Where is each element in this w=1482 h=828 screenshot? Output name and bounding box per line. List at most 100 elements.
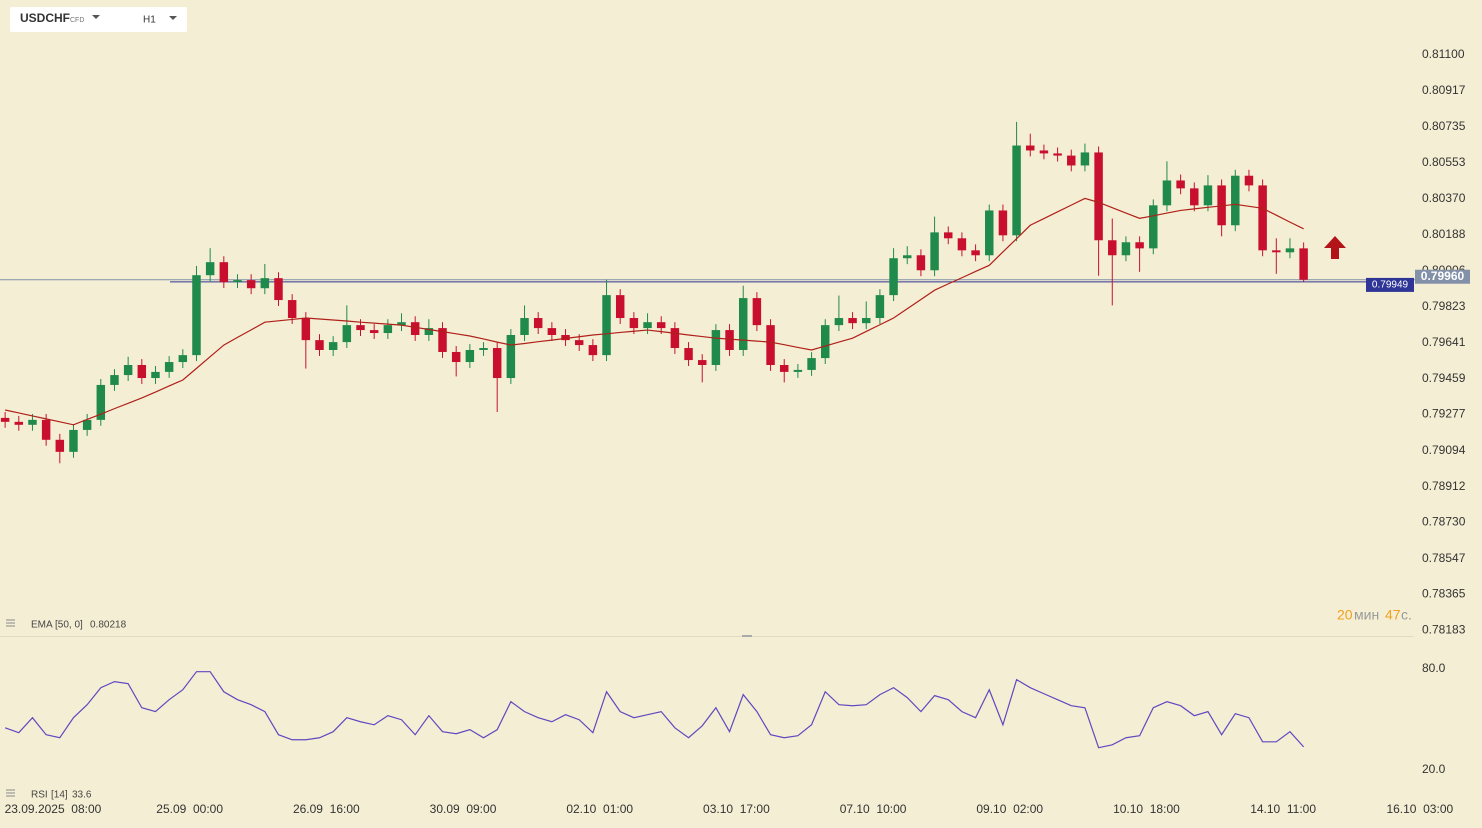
x-tick-label: 14.10 11:00 <box>1250 802 1316 816</box>
symbol: USDCHF <box>20 11 70 25</box>
candle-body <box>1272 250 1281 253</box>
candle-body <box>643 322 652 329</box>
y-tick-label: 0.79823 <box>1422 299 1466 313</box>
selector-box <box>10 7 187 32</box>
candle-body <box>615 295 625 319</box>
candle-body <box>971 250 980 256</box>
y-tick-label: 0.79277 <box>1422 407 1466 421</box>
candles <box>0 121 1308 464</box>
candle-body <box>1203 185 1213 206</box>
legend-icon <box>6 789 15 797</box>
candle-body <box>1162 180 1172 206</box>
dropdown-arrow <box>92 15 100 19</box>
candle-body <box>328 342 338 350</box>
candle-body <box>520 318 529 335</box>
candle-body <box>397 322 406 326</box>
y-tick-label: 0.80370 <box>1422 191 1466 205</box>
candle-body <box>834 318 844 326</box>
candle-body <box>356 325 365 331</box>
candle-body <box>779 365 789 372</box>
candle-body <box>957 238 967 251</box>
candle-body <box>96 384 106 420</box>
candle-body <box>629 318 639 329</box>
candle-body <box>110 375 119 385</box>
x-tick-label: 02.10 01:00 <box>566 802 633 816</box>
y-tick-label: 0.78547 <box>1422 551 1466 565</box>
candle-body <box>178 355 188 363</box>
candle-body <box>451 351 461 363</box>
candle-body <box>547 328 557 335</box>
candle-body <box>410 322 420 335</box>
candle-body <box>820 325 830 359</box>
price-label: 0.79949 <box>1372 280 1409 291</box>
candle-body <box>315 340 324 350</box>
candle-body <box>752 298 762 326</box>
candle-body <box>0 417 10 422</box>
candle-body <box>274 278 283 301</box>
candle-body <box>219 262 229 283</box>
candle-body <box>41 419 51 440</box>
candle-body <box>123 365 133 376</box>
y-tick-label: 0.79459 <box>1422 371 1466 385</box>
countdown-minutes-unit: мин <box>1354 607 1379 623</box>
x-tick-label: 10.10 18:00 <box>1113 802 1180 816</box>
y-tick-label: 0.78912 <box>1422 479 1466 493</box>
candle-body <box>1012 145 1021 236</box>
candle-body <box>1080 152 1090 166</box>
candle-body <box>1149 205 1158 249</box>
x-tick-label: 03.10 17:00 <box>703 802 770 816</box>
y-tick-label: 0.78730 <box>1422 515 1466 529</box>
candle-body <box>889 258 898 296</box>
candle-body <box>438 328 447 352</box>
y-tick-label: 0.80553 <box>1422 155 1466 169</box>
candle-body <box>369 330 379 334</box>
candle-body <box>424 328 434 335</box>
candle-body <box>14 421 24 425</box>
candle-body <box>1094 152 1103 241</box>
x-tick-label: 09.10 02:00 <box>976 802 1043 816</box>
candle-body <box>1231 175 1240 226</box>
x-tick-label: 07.10 10:00 <box>840 802 907 816</box>
candle-body <box>998 210 1008 236</box>
price-label-box <box>1415 269 1470 284</box>
candle-body <box>164 362 174 372</box>
candle-body <box>807 358 816 370</box>
rsi-tick-label: 80.0 <box>1422 661 1446 675</box>
candle-body <box>287 300 297 319</box>
symbol-selector[interactable]: USDCHF CFD H1 <box>10 7 187 32</box>
candle-body <box>246 280 256 289</box>
candle-body <box>260 278 270 289</box>
candle-body <box>903 255 912 259</box>
indicator-value: 0.80218 <box>90 620 127 631</box>
candle-body <box>1108 240 1117 256</box>
x-tick-label: 26.09 16:00 <box>293 802 360 816</box>
candle-body <box>301 318 311 341</box>
candle-body <box>1258 185 1267 251</box>
price-label: 0.79960 <box>1421 269 1465 283</box>
candle-body <box>533 318 543 329</box>
candle-body <box>82 419 92 430</box>
candle-body <box>738 298 748 350</box>
x-tick-label: 16.10 03:00 <box>1386 802 1453 816</box>
candle-body <box>465 350 475 363</box>
candle-body <box>492 348 502 379</box>
candle-body <box>1285 248 1295 253</box>
line-series <box>5 197 1304 426</box>
candle-body <box>1176 180 1185 189</box>
candle-body <box>944 232 953 239</box>
candle-body <box>561 335 570 341</box>
candle-body <box>697 360 707 365</box>
candle-body <box>1053 153 1062 156</box>
indicator-value: 33.6 <box>72 790 92 801</box>
candle-body <box>793 369 803 372</box>
instrument-type: CFD <box>70 17 84 24</box>
candle-body <box>684 348 693 361</box>
candle-body <box>725 330 734 350</box>
candle-body <box>69 429 78 452</box>
rsi-legend: RSI [14] 33.6 <box>6 789 92 801</box>
candle-body <box>151 371 160 379</box>
x-tick-label: 23.09.2025 08:00 <box>5 802 102 816</box>
y-tick-label: 0.78365 <box>1422 587 1466 601</box>
indicator-params: [14] <box>51 790 68 801</box>
